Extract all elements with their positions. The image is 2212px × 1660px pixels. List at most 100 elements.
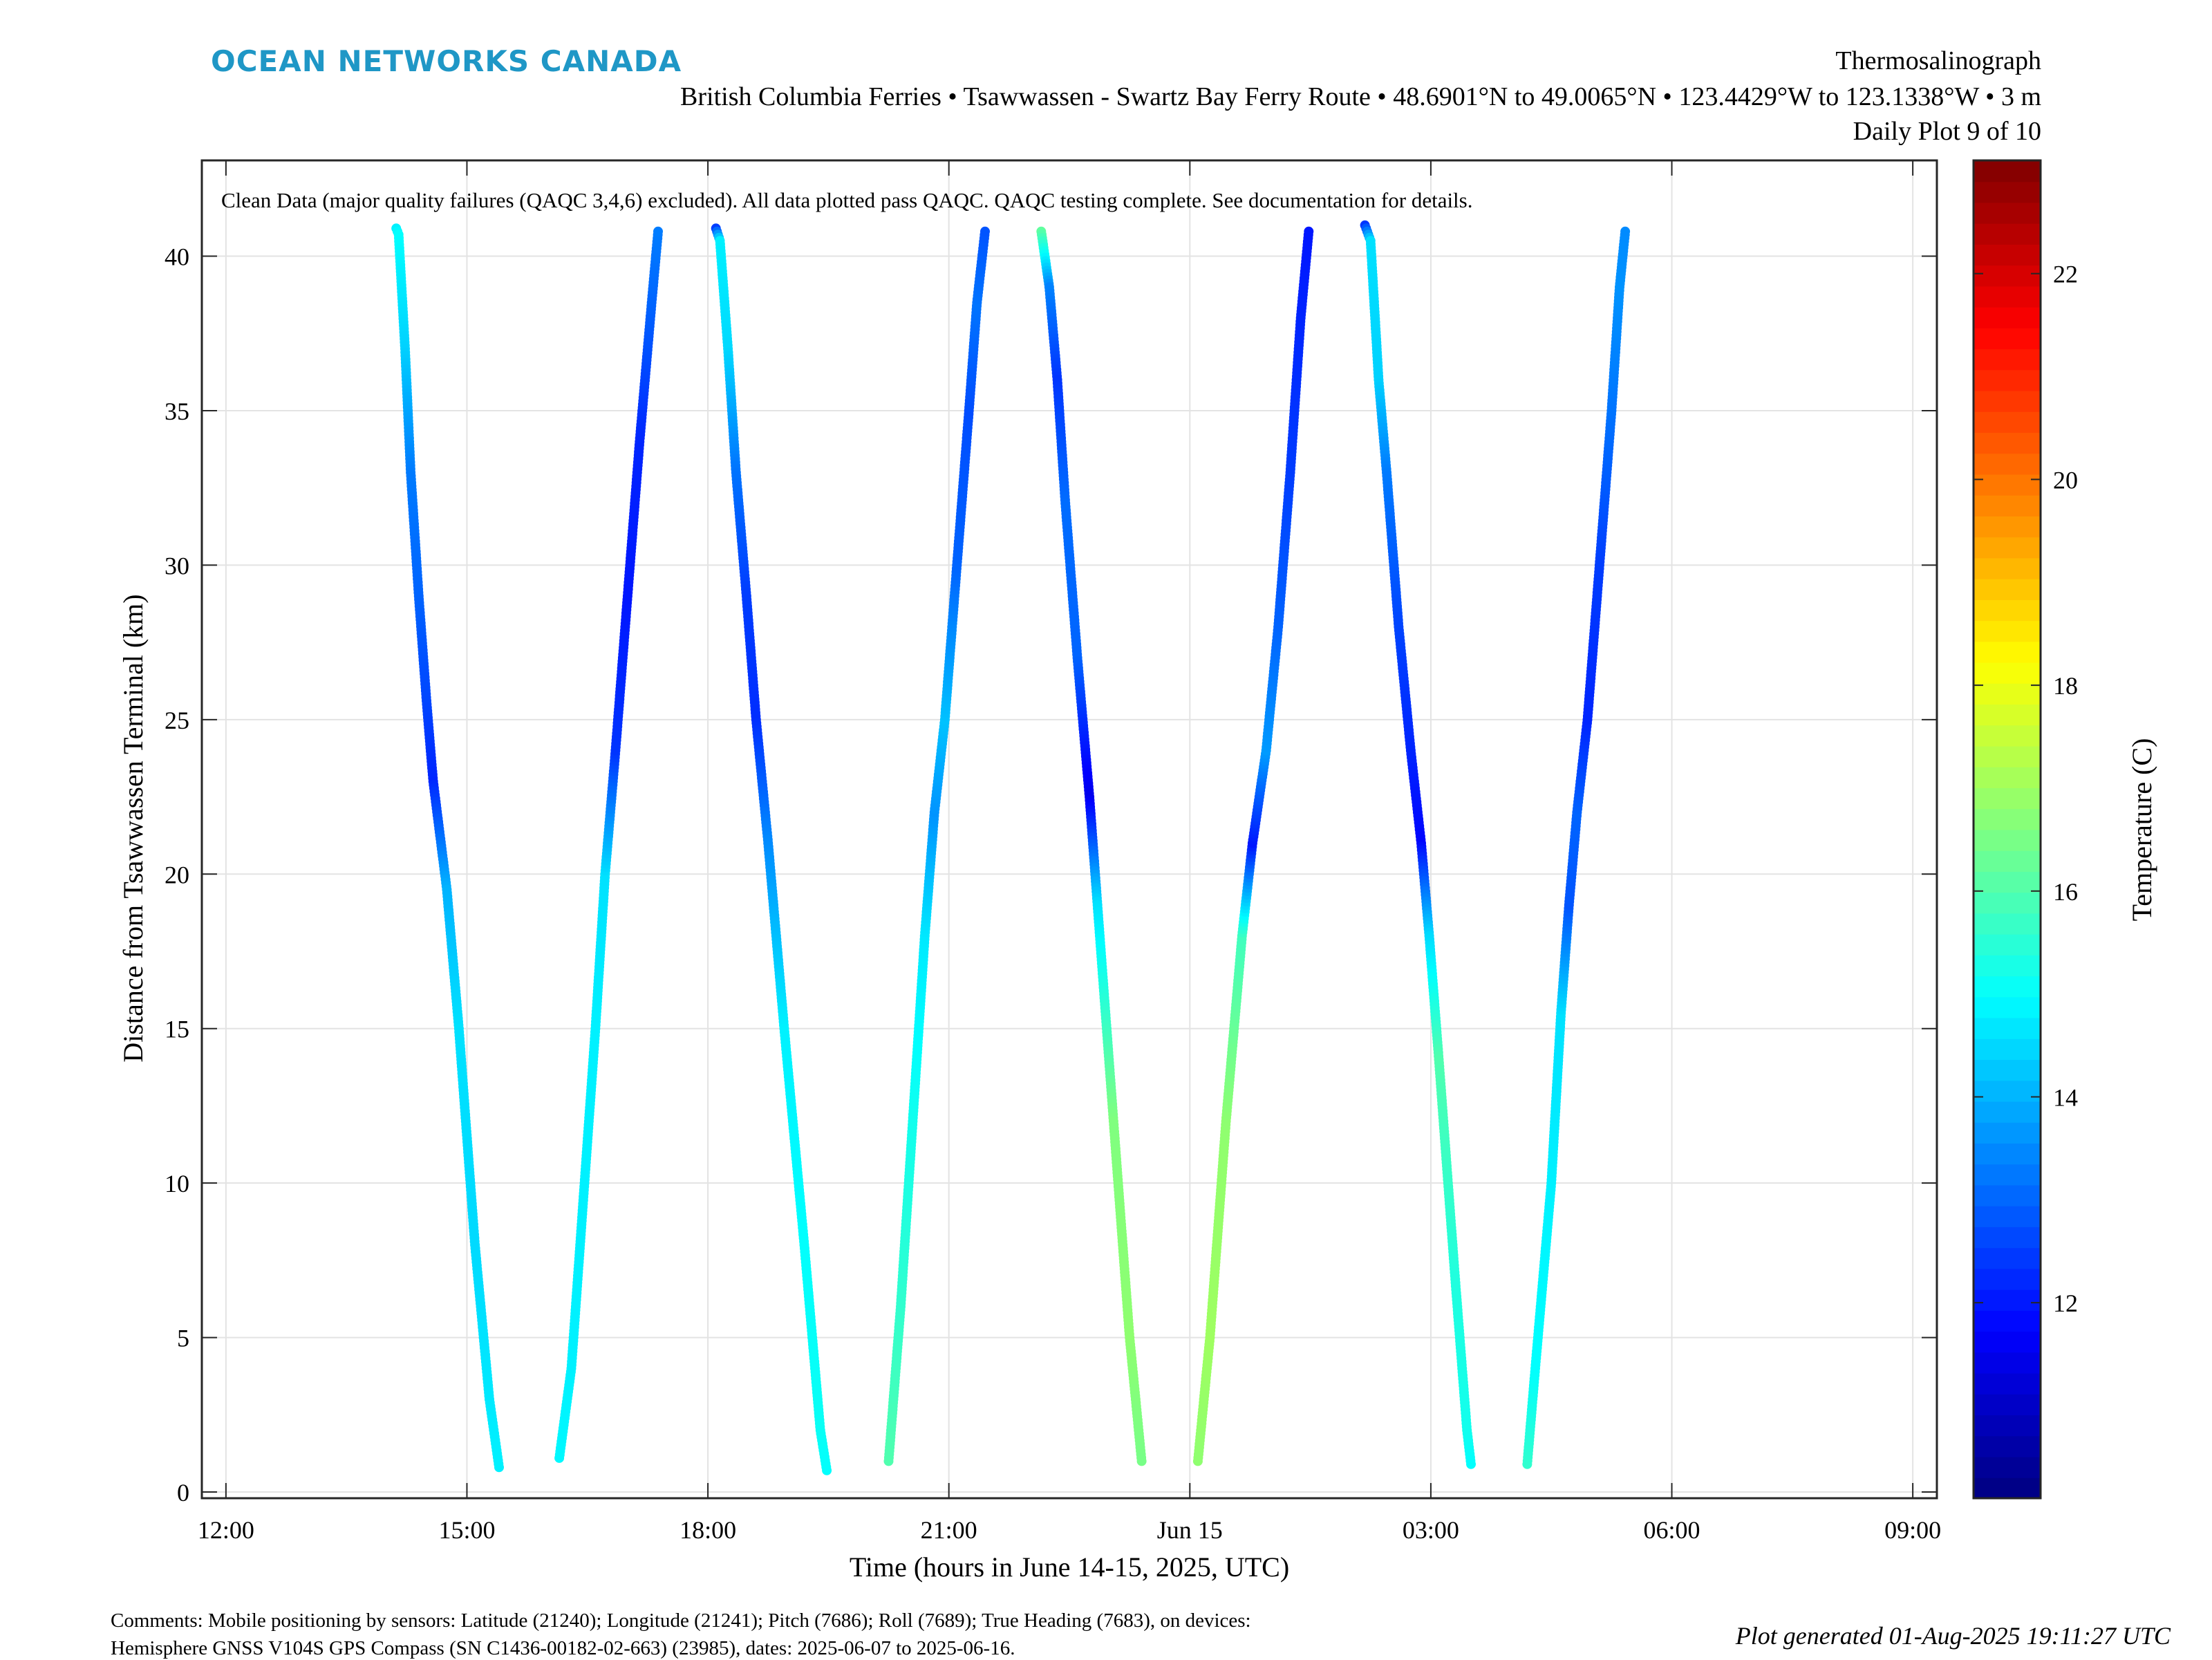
colorbar-tick-label: 14 bbox=[2053, 1084, 2078, 1112]
colorbar-segment bbox=[1974, 766, 2041, 789]
transect-series bbox=[391, 223, 504, 1473]
x-tick-label: 15:00 bbox=[438, 1516, 495, 1544]
colorbar-segment bbox=[1974, 1226, 2041, 1249]
colorbar-segment bbox=[1974, 1101, 2041, 1123]
colorbar-segment bbox=[1974, 1038, 2041, 1061]
colorbar-segment bbox=[1974, 641, 2041, 663]
data-point bbox=[653, 226, 663, 236]
colorbar-segment bbox=[1974, 870, 2041, 893]
x-tick-label: Jun 15 bbox=[1157, 1516, 1223, 1544]
colorbar-segment bbox=[1974, 662, 2041, 684]
colorbar-segment bbox=[1974, 1143, 2041, 1165]
transect-series bbox=[711, 223, 832, 1475]
colorbar-segment bbox=[1974, 620, 2041, 642]
colorbar-segment bbox=[1974, 808, 2041, 830]
colorbar-segment bbox=[1974, 243, 2041, 266]
colorbar-segment bbox=[1974, 1289, 2041, 1311]
colorbar-segment bbox=[1974, 976, 2041, 998]
colorbar-segment bbox=[1974, 265, 2041, 287]
data-point bbox=[1466, 1459, 1476, 1469]
colorbar-segment bbox=[1974, 1017, 2041, 1039]
y-tick-label: 25 bbox=[165, 707, 189, 734]
colorbar-segment bbox=[1974, 1415, 2041, 1437]
colorbar-segment bbox=[1974, 1247, 2041, 1269]
colorbar-segment bbox=[1974, 1309, 2041, 1332]
colorbar-segment bbox=[1974, 1121, 2041, 1144]
colorbar-tick-label: 12 bbox=[2053, 1289, 2078, 1317]
data-point bbox=[822, 1465, 832, 1475]
y-tick-label: 35 bbox=[165, 398, 189, 425]
colorbar-segment bbox=[1974, 181, 2041, 203]
colorbar-tick-label: 18 bbox=[2053, 672, 2078, 700]
colorbar-segment bbox=[1974, 348, 2041, 371]
colorbar-segment bbox=[1974, 432, 2041, 454]
colorbar-segment bbox=[1974, 1059, 2041, 1081]
colorbar-segment bbox=[1974, 515, 2041, 538]
colorbar-segment bbox=[1974, 1184, 2041, 1206]
colorbar-segment bbox=[1974, 327, 2041, 350]
data-points bbox=[391, 220, 1631, 1475]
colorbar-segment bbox=[1974, 1331, 2041, 1353]
colorbar-segment bbox=[1974, 557, 2041, 579]
colorbar-segment bbox=[1974, 160, 2041, 183]
data-point bbox=[1304, 226, 1314, 236]
transect-series bbox=[1036, 226, 1147, 1466]
colorbar-segment bbox=[1974, 537, 2041, 559]
colorbar-segment bbox=[1974, 599, 2041, 622]
colorbar-segment bbox=[1974, 411, 2041, 433]
colorbar-segment bbox=[1974, 1456, 2041, 1478]
x-tick-label: 12:00 bbox=[198, 1516, 254, 1544]
y-tick-label: 30 bbox=[165, 552, 189, 579]
colorbar-frame bbox=[1972, 159, 2042, 1500]
colorbar-segment bbox=[1974, 1477, 2041, 1499]
data-point bbox=[980, 226, 990, 236]
colorbar-segment bbox=[1974, 1164, 2041, 1186]
colorbar-segment bbox=[1974, 1080, 2041, 1102]
plot-subtitle: British Columbia Ferries • Tsawwassen - … bbox=[680, 82, 2041, 111]
colorbar-segment bbox=[1974, 745, 2041, 767]
colorbar-tick-label: 16 bbox=[2053, 878, 2078, 906]
generated-timestamp: Plot generated 01-Aug-2025 19:11:27 UTC bbox=[1735, 1622, 2171, 1650]
transect-series bbox=[1360, 220, 1476, 1469]
chart-annotation: Clean Data (major quality failures (QAQC… bbox=[221, 188, 1473, 212]
data-point bbox=[1620, 226, 1631, 236]
colorbar-segment bbox=[1974, 1393, 2041, 1416]
y-tick-label: 0 bbox=[177, 1479, 189, 1507]
plot-title: Thermosalinograph bbox=[1835, 46, 2041, 75]
colorbar-segment bbox=[1974, 453, 2041, 475]
y-axis-label: Distance from Tsawwassen Terminal (km) bbox=[118, 594, 149, 1062]
transect-series bbox=[1192, 226, 1314, 1466]
plot-number: Daily Plot 9 of 10 bbox=[1853, 117, 2041, 146]
colorbar-segment bbox=[1974, 829, 2041, 851]
y-tick-label: 15 bbox=[165, 1016, 189, 1043]
colorbar-segment bbox=[1974, 369, 2041, 391]
x-tick-label: 06:00 bbox=[1644, 1516, 1700, 1544]
comments-line-1: Comments: Mobile positioning by sensors:… bbox=[111, 1610, 1251, 1632]
colorbar-segment bbox=[1974, 704, 2041, 726]
plot-area bbox=[202, 160, 1937, 1498]
axis-ticks bbox=[202, 160, 1937, 1498]
colorbar-segment bbox=[1974, 223, 2041, 245]
transect-series bbox=[883, 226, 990, 1466]
colorbar-segment bbox=[1974, 202, 2041, 224]
colorbar-segment bbox=[1974, 682, 2041, 705]
x-tick-label: 21:00 bbox=[921, 1516, 977, 1544]
x-tick-label: 09:00 bbox=[1884, 1516, 1941, 1544]
plot-frame bbox=[200, 159, 1938, 1500]
x-tick-labels: 12:00 15:00 18:00 21:00 Jun 15 03:00 06:00 09:0… bbox=[198, 1516, 1941, 1544]
colorbar-tick-label: 20 bbox=[2053, 466, 2078, 494]
colorbar-segment bbox=[1974, 578, 2041, 600]
colorbar-segment bbox=[1974, 1435, 2041, 1457]
colorbar bbox=[1974, 160, 2041, 1499]
y-tick-label: 10 bbox=[165, 1170, 189, 1197]
colorbar-segment bbox=[1974, 1205, 2041, 1227]
y-tick-label: 5 bbox=[177, 1325, 189, 1352]
x-tick-label: 18:00 bbox=[679, 1516, 736, 1544]
colorbar-segment bbox=[1974, 787, 2041, 810]
y-tick-labels: 0 5 10 15 20 25 30 35 40 bbox=[165, 243, 189, 1507]
colorbar-segment bbox=[1974, 850, 2041, 872]
transect-series bbox=[554, 226, 663, 1463]
colorbar-segment bbox=[1974, 913, 2041, 935]
colorbar-segment bbox=[1974, 286, 2041, 308]
